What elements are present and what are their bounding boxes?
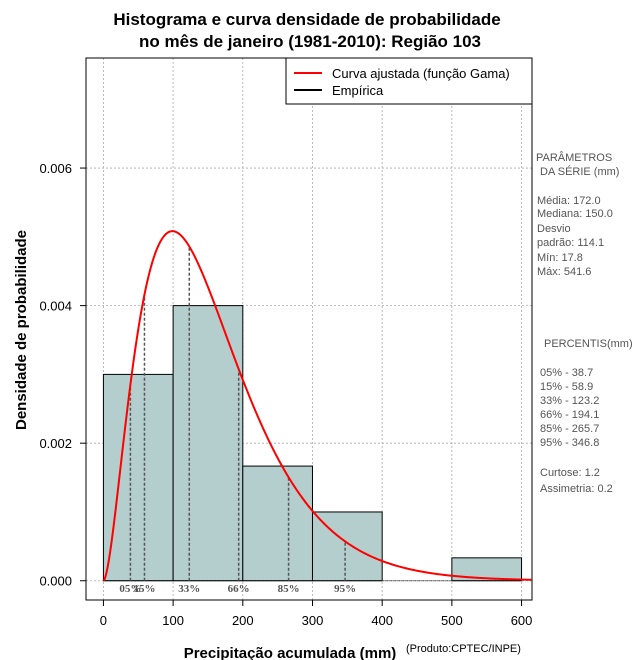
histogram-bar [172,305,244,582]
histogram-bars [102,305,523,582]
percentile-label: 95% [334,583,356,595]
percentil-85: 85% - 265.7 [540,423,599,435]
percentile-label: 15% [133,583,155,595]
param-media: Média: 172.0 [537,195,601,207]
percentil-05: 05% - 38.7 [540,367,593,379]
product-credit: (Produto:CPTEC/INPE) [406,643,521,655]
fitted-curve-layer [102,230,532,582]
legend-box [285,57,533,105]
histogram-bar [242,465,313,582]
x-tick-label: 0 [100,613,107,628]
percentile-lines: 05%15% 33% 66% 85% 95% [119,246,356,595]
x-tick-label: 500 [441,613,463,628]
series-parameters-panel: PARÂMETROS DA SÉRIE (mm) Média: 172.0 Me… [536,151,633,495]
percentile-label: 66% [228,583,250,595]
percentile-label: 85% [278,583,300,595]
y-axis-label: Densidade de probabilidade [13,230,30,430]
gamma-fit-curve [102,230,532,582]
param-min: Mín: 17.8 [537,252,583,264]
x-tick-label: 300 [302,613,324,628]
y-tick-label: 0.004 [39,299,72,314]
percentile-label: 05% [119,583,141,595]
param-assimetria: Assimetria: 0.2 [540,483,613,495]
param-max: Máx: 541.6 [537,266,591,278]
histogram-bar [451,557,523,582]
param-curtose: Curtose: 1.2 [540,467,600,479]
percentil-95: 95% - 346.8 [540,437,599,449]
x-tick-label: 400 [371,613,393,628]
axes: 0 100 200 300 400 500 600 0.000 0.002 0.004 0.006 [39,161,532,628]
x-tick-label: 200 [232,613,254,628]
y-tick-label: 0.006 [39,161,72,176]
params-title-2: DA SÉRIE (mm) [540,165,619,178]
legend-curve-label: Curva ajustada (função Gama) [332,66,510,81]
x-tick-label: 600 [511,613,533,628]
y-tick-label: 0.002 [39,436,72,451]
param-desvio-2: padrão: 114.1 [537,237,604,249]
params-title-1: PARÂMETROS [536,151,612,164]
param-desvio-1: Desvio [537,223,571,235]
chart-title-line2: no mês de janeiro (1981-2010): Região 10… [139,32,481,51]
param-mediana: Mediana: 150.0 [537,208,613,220]
percentil-15: 15% - 58.9 [540,381,593,393]
histogram-bar [102,373,174,582]
legend-empirical-label: Empírica [332,83,384,98]
x-axis-label: Precipitação acumulada (mm) [184,645,397,660]
x-tick-label: 100 [162,613,184,628]
percentile-label: 33% [178,583,200,595]
y-tick-label: 0.000 [39,574,72,589]
percentis-title: PERCENTIS(mm) [544,338,633,350]
percentil-33: 33% - 123.2 [540,395,599,407]
percentil-66: 66% - 194.1 [540,409,599,421]
legend: Curva ajustada (função Gama) Empírica [285,57,533,105]
chart-title-line1: Histograma e curva densidade de probabil… [113,10,500,29]
